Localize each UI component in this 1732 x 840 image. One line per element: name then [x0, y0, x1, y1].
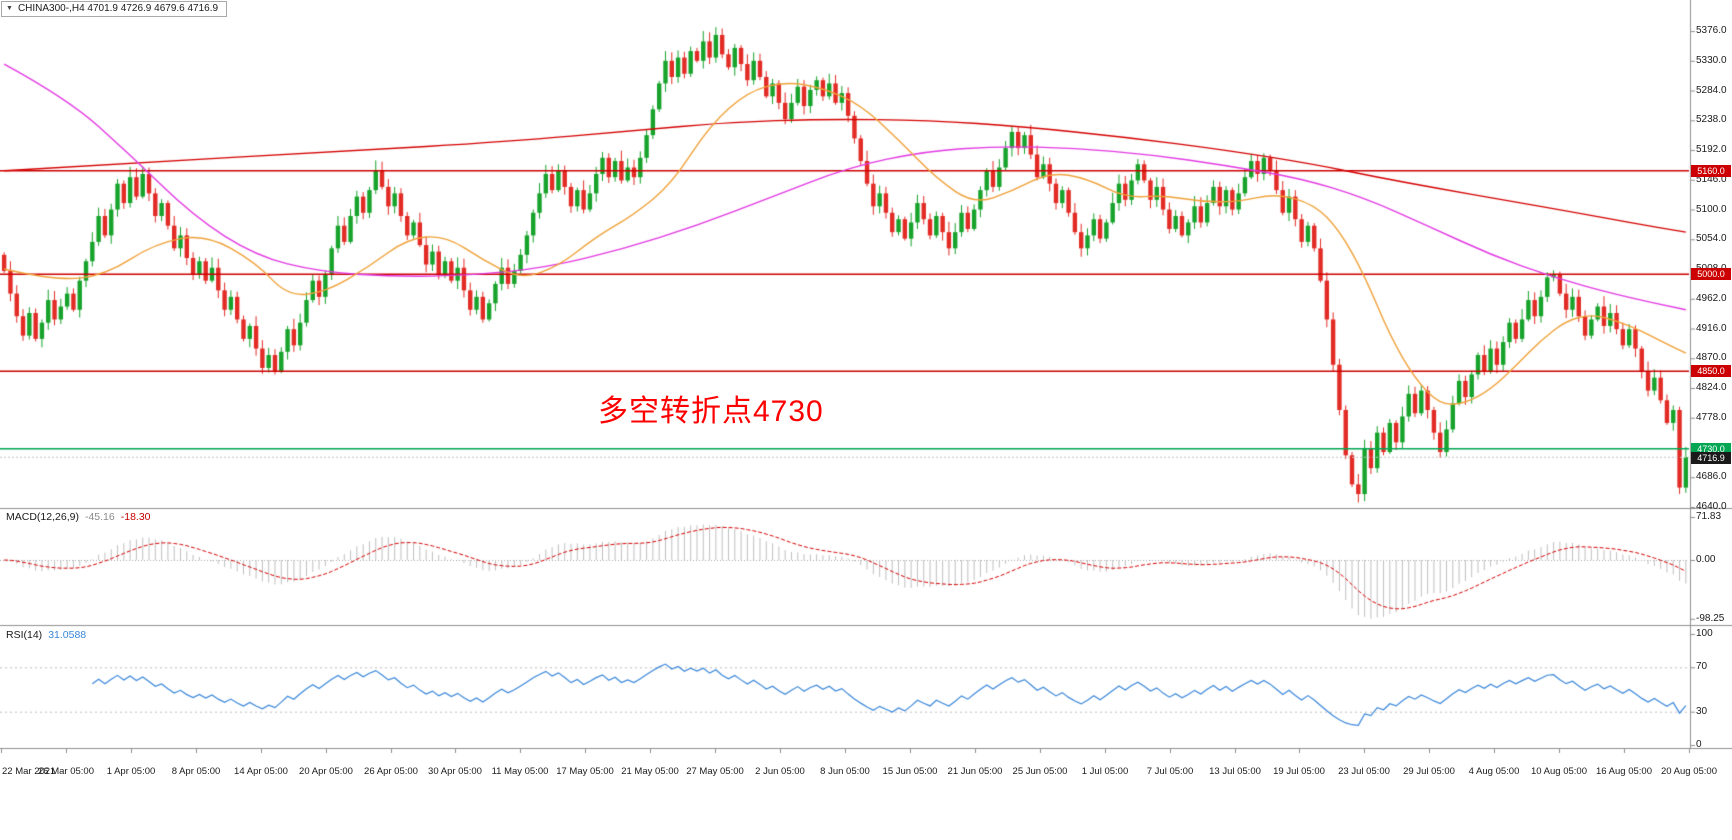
price-tag-5160.0: 5160.0 — [1691, 164, 1731, 177]
time-axis-label: 22 Mar 2021 — [2, 766, 56, 777]
price-axis-label: 4916.0 — [1696, 322, 1727, 334]
time-axis-label: 4 Aug 05:00 — [1468, 766, 1520, 777]
time-axis-label: 14 Apr 05:00 — [234, 766, 288, 777]
chart-annotation-text[interactable]: 多空转折点4730 — [598, 395, 824, 428]
macd-indicator-label: MACD(12,26,9) -45.16 -18.30 — [6, 511, 151, 524]
time-axis-label: 16 Aug 05:00 — [1596, 766, 1652, 777]
time-axis-label: 25 Jun 05:00 — [1012, 766, 1068, 777]
rsi-axis-label: 0 — [1696, 739, 1702, 750]
time-axis-label: 8 Apr 05:00 — [171, 766, 221, 777]
time-axis-label: 8 Jun 05:00 — [820, 766, 870, 777]
time-axis-label: 11 May 05:00 — [491, 766, 549, 777]
time-axis-label: 26 Apr 05:00 — [364, 766, 418, 777]
macd-main-value: -45.16 — [84, 511, 115, 523]
time-axis-label: 30 Apr 05:00 — [428, 766, 482, 777]
rsi-axis-label: 70 — [1696, 661, 1708, 673]
price-axis-label: 4686.0 — [1696, 471, 1727, 483]
price-axis-label: 5330.0 — [1696, 54, 1727, 66]
time-axis-label: 23 Jul 05:00 — [1338, 766, 1390, 777]
price-axis-label: 5284.0 — [1696, 84, 1727, 96]
macd-axis-label: 71.83 — [1696, 511, 1722, 522]
price-axis-label: 5146.0 — [1696, 173, 1727, 185]
rsi-name: RSI(14) — [6, 629, 43, 641]
time-axis-label: 20 Aug 05:00 — [1661, 766, 1717, 777]
rsi-indicator-label: RSI(14) 31.0588 — [6, 629, 86, 642]
price-axis-label: 5192.0 — [1696, 144, 1727, 156]
symbol-ohlc-box[interactable]: ▼ CHINA300-,H4 4701.9 4726.9 4679.6 4716… — [1, 1, 228, 17]
price-axis-label: 4640.0 — [1696, 501, 1727, 512]
price-axis-label: 4962.0 — [1696, 292, 1727, 304]
time-axis-label: 7 Jul 05:00 — [1146, 766, 1194, 777]
price-axis-label: 4870.0 — [1696, 352, 1727, 364]
time-axis-label: 21 Jun 05:00 — [947, 766, 1003, 777]
dropdown-icon: ▼ — [6, 5, 13, 12]
price-axis-label: 5100.0 — [1696, 203, 1727, 215]
price-axis-label: 4824.0 — [1696, 382, 1727, 393]
time-axis-label: 10 Aug 05:00 — [1531, 766, 1587, 777]
macd-name: MACD(12,26,9) — [6, 511, 79, 523]
time-axis-label: 2 Jun 05:00 — [755, 766, 805, 777]
price-tag-4730.0: 4730.0 — [1691, 442, 1731, 455]
bid-price-tag: 4716.9 — [1691, 452, 1731, 465]
rsi-value: 31.0588 — [48, 629, 87, 641]
price-tag-4850.0: 4850.0 — [1691, 365, 1731, 378]
macd-axis-label: 0.00 — [1696, 554, 1716, 565]
time-axis-label: 29 Jul 05:00 — [1403, 766, 1455, 777]
macd-signal-value: -18.30 — [120, 511, 151, 523]
price-axis-label: 5054.0 — [1696, 233, 1727, 245]
time-axis-label: 26 Mar 05:00 — [38, 766, 94, 777]
rsi-axis-label: 30 — [1696, 705, 1708, 717]
time-axis-label: 20 Apr 05:00 — [299, 766, 353, 777]
time-axis-label: 19 Jul 05:00 — [1273, 766, 1325, 777]
price-axis-label: 5238.0 — [1696, 114, 1727, 126]
time-axis-label: 21 May 05:00 — [621, 766, 679, 777]
time-axis-label: 27 May 05:00 — [686, 766, 744, 777]
time-axis-label: 1 Jul 05:00 — [1081, 766, 1129, 777]
price-axis-label: 4778.0 — [1696, 411, 1727, 423]
time-axis-label: 17 May 05:00 — [556, 766, 614, 777]
time-axis-label: 15 Jun 05:00 — [882, 766, 938, 777]
rsi-axis-label: 100 — [1696, 628, 1713, 639]
price-tag-5000.0: 5000.0 — [1691, 268, 1731, 281]
symbol-ohlc-text: CHINA300-,H4 4701.9 4726.9 4679.6 4716.9 — [17, 3, 219, 14]
macd-axis-label: -98.25 — [1696, 612, 1725, 624]
time-axis-label: 1 Apr 05:00 — [106, 766, 156, 777]
price-axis-label: 5376.0 — [1696, 25, 1727, 37]
time-axis-label: 13 Jul 05:00 — [1209, 766, 1261, 777]
